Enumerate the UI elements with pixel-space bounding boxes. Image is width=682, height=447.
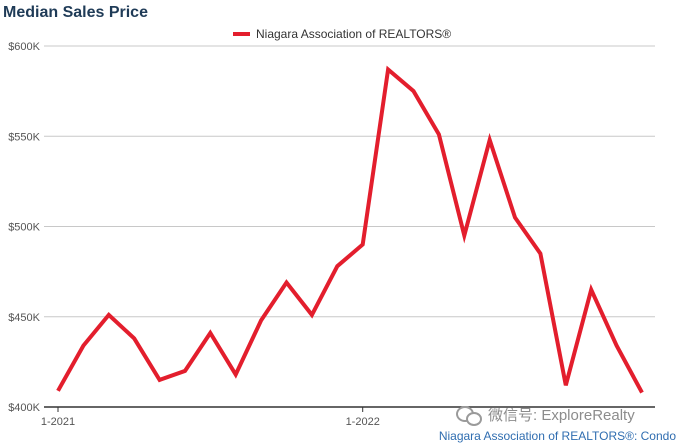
wechat-icon [456,405,482,426]
legend[interactable]: Niagara Association of REALTORS® [233,27,451,41]
watermark: 微信号: ExploreRealty [456,404,635,426]
y-tick-label: $500K [8,222,40,234]
series-group [56,65,644,394]
x-axis-ticks: 1-2021 1-2022 [41,407,380,428]
source-note: Niagara Association of REALTORS®: Condo [438,429,676,443]
series-line [56,65,644,394]
x-tick-label: 1-2021 [41,416,75,428]
y-tick-label: $550K [8,131,40,143]
y-tick-label: $400K [8,402,40,414]
legend-label: Niagara Association of REALTORS® [256,27,451,41]
y-tick-label: $600K [8,41,40,53]
chart-title: Median Sales Price [3,4,148,21]
y-axis-ticks: $400K $450K $500K $550K $600K [8,41,40,414]
watermark-text: 微信号: ExploreRealty [488,407,635,424]
x-tick-label: 1-2022 [346,416,380,428]
grid-lines [44,45,655,318]
y-tick-label: $450K [8,312,40,324]
